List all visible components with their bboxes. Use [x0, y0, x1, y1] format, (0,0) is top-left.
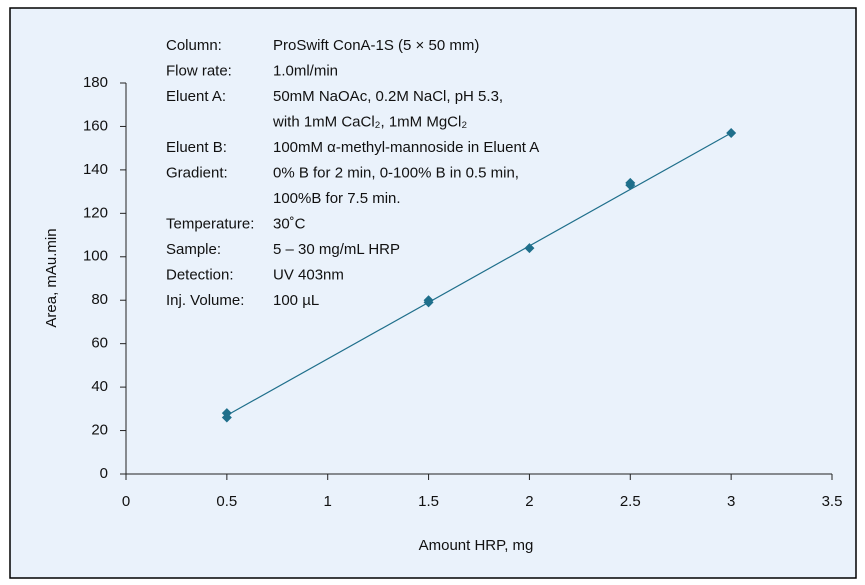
annotation-label: Temperature:	[166, 215, 254, 232]
data-point	[221, 412, 232, 423]
y-tick-label: 100	[83, 248, 108, 265]
frame	[9, 7, 857, 579]
y-tick-label: 60	[91, 335, 108, 352]
data-point	[524, 243, 535, 254]
y-tick-label: 40	[91, 378, 108, 395]
annotation-value: 30˚C	[273, 215, 306, 232]
annotation-value: 0% B for 2 min, 0-100% B in 0.5 min,	[273, 164, 519, 181]
x-tick-label: 3	[727, 493, 735, 510]
annotation-label: Column:	[166, 37, 222, 54]
annotation-value: 100mM α-methyl-mannoside in Eluent A	[273, 139, 539, 156]
data-point	[726, 127, 737, 138]
annotation-label: Flow rate:	[166, 62, 232, 79]
annotation-value: ProSwift ConA-1S (5 × 50 mm)	[273, 37, 479, 54]
x-axis-title: Amount HRP, mg	[419, 537, 534, 554]
data-point	[423, 297, 434, 308]
annotation-value: 5 – 30 mg/mL HRP	[273, 241, 400, 258]
y-tick-label: 20	[91, 422, 108, 439]
fit-line	[226, 132, 732, 416]
data-point	[625, 180, 636, 191]
annotation-value: 50mM NaOAc, 0.2M NaCl, pH 5.3,	[273, 88, 503, 105]
x-tick-label: 0	[122, 493, 130, 510]
annotation-label: Inj. Volume:	[166, 292, 244, 309]
y-tick-label: 140	[83, 161, 108, 178]
annotation-value: with 1mM CaCl₂, 1mM MgCl₂	[272, 113, 467, 130]
annotation-label: Eluent A:	[166, 88, 226, 105]
x-tick-label: 2	[525, 493, 533, 510]
annotation-value: 100 µL	[273, 292, 319, 309]
y-tick-label: 160	[83, 117, 108, 134]
y-tick-label: 80	[91, 291, 108, 308]
annotation-label: Sample:	[166, 241, 221, 258]
x-tick-label: 1.5	[418, 493, 439, 510]
annotation-value: 100%B for 7.5 min.	[273, 190, 401, 207]
y-tick-label: 120	[83, 204, 108, 221]
x-tick-label: 3.5	[822, 493, 843, 510]
annotation-label: Detection:	[166, 266, 234, 283]
x-tick-label: 1	[324, 493, 332, 510]
annotation-label: Eluent B:	[166, 139, 227, 156]
annotation-value: 1.0ml/min	[273, 62, 338, 79]
x-tick-label: 2.5	[620, 493, 641, 510]
y-axis-title: Area, mAu.min	[43, 228, 60, 327]
annotation-label: Gradient:	[166, 164, 228, 181]
y-tick-label: 180	[83, 74, 108, 91]
x-tick-label: 0.5	[216, 493, 237, 510]
y-tick-label: 0	[100, 465, 108, 482]
annotation-value: UV 403nm	[273, 266, 344, 283]
